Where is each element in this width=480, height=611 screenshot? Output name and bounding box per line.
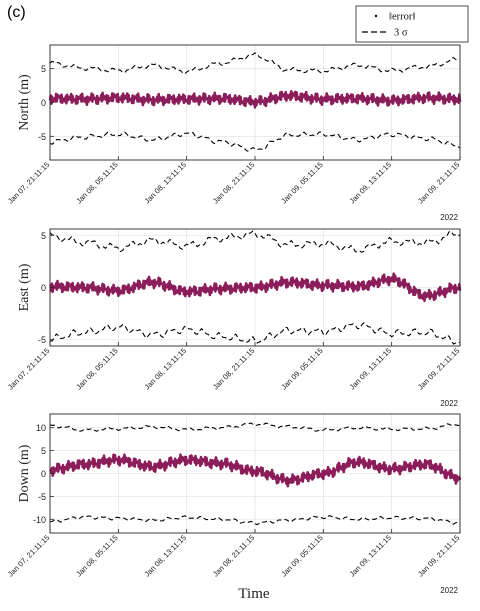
sigma-lower-line — [49, 131, 461, 152]
y-tick-label: 0 — [41, 283, 46, 293]
y-tick-label: 0 — [41, 469, 46, 479]
y-tick-label: -10 — [33, 515, 46, 525]
x-tick-label: Jan 09, 13:11:15 — [348, 533, 393, 578]
sigma-upper-line — [49, 230, 461, 253]
y-axis-label: Down (m) — [17, 444, 32, 502]
y-axis-label: North (m) — [17, 74, 32, 131]
x-tick-label: Jan 09, 05:11:15 — [279, 160, 324, 205]
legend-box — [355, 5, 469, 43]
year-note: 2022 — [440, 213, 458, 222]
x-tick-label: Jan 08, 05:11:15 — [74, 160, 119, 205]
x-tick-label: Jan 09, 13:11:15 — [348, 346, 393, 391]
x-tick-label: Jan 09, 05:11:15 — [279, 533, 324, 578]
y-axis-label: East (m) — [17, 263, 32, 311]
x-tick-label: Jan 08, 13:11:15 — [143, 533, 188, 578]
y-tick-label: 5 — [41, 231, 46, 241]
x-tick-label: Jan 09, 05:11:15 — [279, 346, 324, 391]
legend-label-error: ‖error‖ — [389, 12, 415, 23]
x-tick-label: Jan 09, 13:11:15 — [348, 160, 393, 205]
x-tick-label: Jan 08, 21:11:15 — [211, 533, 256, 578]
sigma-upper-line — [49, 422, 461, 432]
year-note: 2022 — [440, 399, 458, 408]
chart-panel-3: -10 -5 0 5 10 Down (m) Jan 07, 21:11:15 Jan 08,… — [6, 413, 462, 595]
sigma-lower-line — [49, 322, 461, 345]
error-series-line — [48, 453, 462, 488]
x-tick-label: Jan 07, 21:11:15 — [6, 346, 51, 391]
y-tick-label: 0 — [41, 98, 46, 108]
error-series-line — [48, 272, 462, 303]
x-tick-label: Jan 08, 05:11:15 — [74, 346, 119, 391]
x-tick-label: Jan 08, 21:11:15 — [211, 160, 256, 205]
x-tick-label: Jan 08, 05:11:15 — [74, 533, 119, 578]
y-tick-label: -5 — [38, 335, 46, 345]
x-tick-label: Jan 08, 13:11:15 — [143, 160, 188, 205]
sigma-lower-line — [49, 515, 461, 526]
sigma-upper-line — [49, 52, 461, 75]
legend: ‖error‖ 3 σ — [355, 5, 469, 43]
y-tick-label: 5 — [41, 64, 46, 74]
error-series-line — [48, 90, 462, 109]
x-tick-label: Jan 09, 21:11:15 — [416, 533, 461, 578]
x-tick-label: Jan 07, 21:11:15 — [6, 160, 51, 205]
x-tick-label: Jan 08, 13:11:15 — [143, 346, 188, 391]
y-tick-label: 5 — [41, 446, 46, 456]
y-tick-label: 10 — [36, 423, 46, 433]
x-tick-label: Jan 07, 21:11:15 — [6, 533, 51, 578]
panel-label: (c) — [7, 4, 26, 21]
x-tick-label: Jan 09, 21:11:15 — [416, 346, 461, 391]
x-axis-label: Time — [238, 586, 269, 602]
legend-marker-dot — [374, 14, 378, 18]
legend-label-sigma: 3 σ — [394, 28, 408, 39]
chart-panel-2: -5 0 5 East (m) Jan 07, 21:11:15 Jan 08, 05:1… — [6, 228, 462, 408]
year-note: 2022 — [440, 586, 458, 595]
y-tick-label: -5 — [38, 132, 46, 142]
x-tick-label: Jan 08, 21:11:15 — [211, 346, 256, 391]
chart-panel-1: -5 0 5 North (m) Jan 07, 21:11:15 Jan 08, 05:… — [6, 44, 462, 222]
y-tick-label: -5 — [38, 492, 46, 502]
x-tick-label: Jan 09, 21:11:15 — [416, 160, 461, 205]
